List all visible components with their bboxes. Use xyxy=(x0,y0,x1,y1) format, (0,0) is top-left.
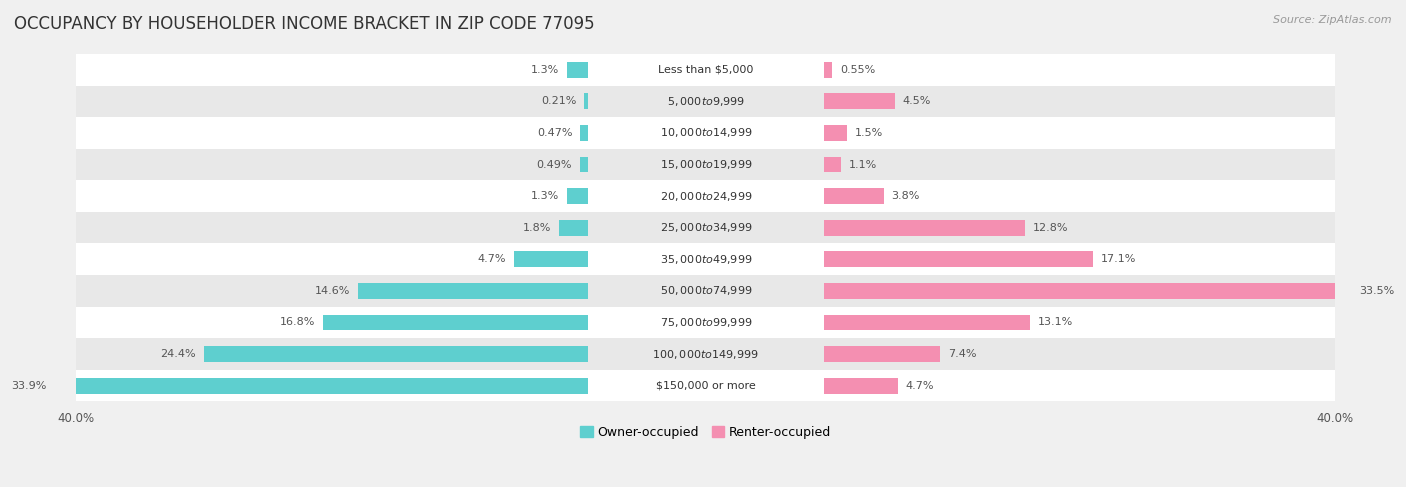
Bar xyxy=(204,346,588,362)
Text: 24.4%: 24.4% xyxy=(160,349,195,359)
Bar xyxy=(824,315,1031,330)
Bar xyxy=(824,157,841,172)
Text: $5,000 to $9,999: $5,000 to $9,999 xyxy=(666,95,745,108)
Bar xyxy=(76,180,1336,212)
Bar xyxy=(76,212,1336,244)
Text: 4.7%: 4.7% xyxy=(478,254,506,264)
Bar xyxy=(76,275,1336,307)
Bar xyxy=(76,149,1336,180)
Bar xyxy=(76,86,1336,117)
Text: $35,000 to $49,999: $35,000 to $49,999 xyxy=(659,253,752,266)
Text: $100,000 to $149,999: $100,000 to $149,999 xyxy=(652,348,759,360)
Text: 1.8%: 1.8% xyxy=(523,223,551,233)
Text: 4.7%: 4.7% xyxy=(905,381,934,391)
Bar xyxy=(567,62,588,77)
Text: 3.8%: 3.8% xyxy=(891,191,920,201)
Bar xyxy=(824,94,894,109)
Text: Less than $5,000: Less than $5,000 xyxy=(658,65,754,75)
Bar xyxy=(76,54,1336,86)
Text: 4.5%: 4.5% xyxy=(903,96,931,106)
Bar xyxy=(76,370,1336,401)
Text: 13.1%: 13.1% xyxy=(1038,318,1073,327)
Bar xyxy=(581,157,588,172)
Text: 7.4%: 7.4% xyxy=(948,349,977,359)
Text: 17.1%: 17.1% xyxy=(1101,254,1136,264)
Bar xyxy=(824,378,898,393)
Bar xyxy=(76,244,1336,275)
Bar xyxy=(824,188,883,204)
Text: 12.8%: 12.8% xyxy=(1033,223,1069,233)
Text: 0.21%: 0.21% xyxy=(541,96,576,106)
Bar xyxy=(55,378,588,393)
Text: 0.49%: 0.49% xyxy=(537,160,572,169)
Text: $10,000 to $14,999: $10,000 to $14,999 xyxy=(659,127,752,139)
Bar xyxy=(323,315,588,330)
Text: 1.1%: 1.1% xyxy=(849,160,877,169)
Text: 16.8%: 16.8% xyxy=(280,318,315,327)
Bar xyxy=(76,307,1336,338)
Text: 1.3%: 1.3% xyxy=(531,65,560,75)
Text: $150,000 or more: $150,000 or more xyxy=(657,381,755,391)
Bar xyxy=(824,251,1092,267)
Bar xyxy=(824,125,848,141)
Bar xyxy=(824,220,1025,236)
Bar xyxy=(585,94,588,109)
Text: 14.6%: 14.6% xyxy=(315,286,350,296)
Bar xyxy=(560,220,588,236)
Bar xyxy=(581,125,588,141)
Text: $20,000 to $24,999: $20,000 to $24,999 xyxy=(659,189,752,203)
Text: OCCUPANCY BY HOUSEHOLDER INCOME BRACKET IN ZIP CODE 77095: OCCUPANCY BY HOUSEHOLDER INCOME BRACKET … xyxy=(14,15,595,33)
Text: Source: ZipAtlas.com: Source: ZipAtlas.com xyxy=(1274,15,1392,25)
Bar xyxy=(76,117,1336,149)
Text: 0.47%: 0.47% xyxy=(537,128,572,138)
Bar xyxy=(76,338,1336,370)
Bar xyxy=(824,62,832,77)
Text: $75,000 to $99,999: $75,000 to $99,999 xyxy=(659,316,752,329)
Text: 33.9%: 33.9% xyxy=(11,381,46,391)
Text: $15,000 to $19,999: $15,000 to $19,999 xyxy=(659,158,752,171)
Bar xyxy=(359,283,588,299)
Bar xyxy=(513,251,588,267)
Legend: Owner-occupied, Renter-occupied: Owner-occupied, Renter-occupied xyxy=(575,421,837,444)
Text: 0.55%: 0.55% xyxy=(841,65,876,75)
Bar xyxy=(824,283,1351,299)
Bar xyxy=(824,346,941,362)
Text: $25,000 to $34,999: $25,000 to $34,999 xyxy=(659,221,752,234)
Bar xyxy=(567,188,588,204)
Text: 1.5%: 1.5% xyxy=(855,128,883,138)
Text: 1.3%: 1.3% xyxy=(531,191,560,201)
Text: 33.5%: 33.5% xyxy=(1360,286,1395,296)
Text: $50,000 to $74,999: $50,000 to $74,999 xyxy=(659,284,752,298)
